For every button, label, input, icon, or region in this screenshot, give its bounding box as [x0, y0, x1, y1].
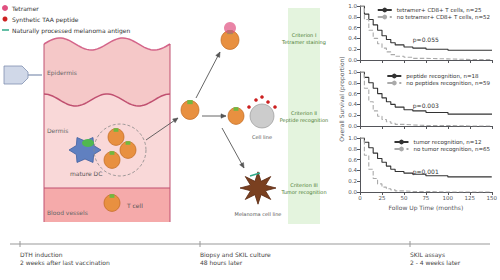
- svg-text:0.2: 0.2: [348, 46, 357, 52]
- svg-text:Criterion II: Criterion II: [291, 110, 317, 116]
- svg-text:SKIL assays: SKIL assays: [410, 251, 445, 259]
- svg-text:Synthetic TAA peptide: Synthetic TAA peptide: [12, 16, 79, 24]
- svg-text:mature DC: mature DC: [70, 170, 102, 177]
- svg-text:0.0: 0.0: [348, 189, 357, 195]
- svg-text:p=0.055: p=0.055: [413, 36, 439, 44]
- svg-text:0.8: 0.8: [348, 80, 357, 86]
- svg-text:Peptide recognition: Peptide recognition: [280, 117, 328, 124]
- svg-text:1.0: 1.0: [348, 69, 357, 75]
- svg-text:Overall Survival (proportion): Overall Survival (proportion): [338, 56, 346, 141]
- svg-text:Criterion I: Criterion I: [292, 32, 317, 38]
- svg-text:no tetramer+ CD8+ T cells, n=5: no tetramer+ CD8+ T cells, n=52: [397, 14, 490, 20]
- svg-text:T cell: T cell: [126, 202, 143, 209]
- svg-text:p=0.001: p=0.001: [413, 168, 439, 176]
- svg-text:Naturally processed melanoma a: Naturally processed melanoma antigen: [12, 27, 131, 35]
- svg-text:DTH induction: DTH induction: [20, 251, 63, 258]
- svg-text:0: 0: [358, 195, 362, 201]
- svg-text:Criterion III: Criterion III: [290, 182, 318, 188]
- svg-text:Melanoma cell line: Melanoma cell line: [235, 211, 282, 217]
- svg-text:no peptides recognition, n=59: no peptides recognition, n=59: [406, 80, 490, 87]
- svg-text:25: 25: [378, 195, 385, 201]
- svg-text:0.4: 0.4: [348, 167, 357, 173]
- svg-text:0.2: 0.2: [348, 178, 357, 184]
- svg-text:no tumor recognition, n=65: no tumor recognition, n=65: [413, 146, 490, 153]
- svg-text:0.6: 0.6: [348, 91, 357, 97]
- svg-text:0.4: 0.4: [348, 101, 357, 107]
- svg-text:tetramer+ CD8+ T cells, n=25: tetramer+ CD8+ T cells, n=25: [397, 7, 482, 13]
- svg-text:0.4: 0.4: [348, 35, 357, 41]
- svg-text:0.0: 0.0: [348, 57, 357, 63]
- svg-text:2 weeks after last vaccination: 2 weeks after last vaccination: [20, 259, 110, 266]
- svg-text:Tetramer: Tetramer: [11, 5, 39, 12]
- svg-text:1.0: 1.0: [348, 135, 357, 141]
- svg-text:1.0: 1.0: [348, 3, 357, 9]
- svg-text:Dermis: Dermis: [47, 127, 68, 134]
- svg-text:p=0.003: p=0.003: [413, 102, 439, 110]
- svg-text:48 hours later: 48 hours later: [200, 259, 243, 266]
- svg-text:0.6: 0.6: [348, 25, 357, 31]
- svg-text:0.8: 0.8: [348, 14, 357, 20]
- svg-text:125: 125: [465, 195, 476, 201]
- svg-text:2 - 4 weeks later: 2 - 4 weeks later: [410, 259, 461, 266]
- svg-text:0.2: 0.2: [348, 112, 357, 118]
- svg-text:0.0: 0.0: [348, 123, 357, 129]
- svg-text:Epidermis: Epidermis: [47, 69, 77, 77]
- svg-text:Blood vessels: Blood vessels: [47, 209, 88, 216]
- svg-text:Cell line: Cell line: [252, 134, 272, 140]
- svg-text:Tetramer staining: Tetramer staining: [281, 39, 326, 46]
- svg-text:75: 75: [422, 195, 429, 201]
- svg-text:100: 100: [443, 195, 454, 201]
- svg-text:0.8: 0.8: [348, 146, 357, 152]
- svg-text:Biopsy and SKIL culture: Biopsy and SKIL culture: [200, 251, 271, 259]
- svg-text:peptide recognition, n=18: peptide recognition, n=18: [406, 73, 479, 80]
- svg-text:tumor recognition, n=12: tumor recognition, n=12: [413, 139, 481, 146]
- svg-text:0.6: 0.6: [348, 157, 357, 163]
- svg-text:Follow Up Time (months): Follow Up Time (months): [389, 204, 464, 212]
- svg-text:50: 50: [400, 195, 407, 201]
- svg-text:150: 150: [487, 195, 498, 201]
- svg-text:Tumor recognition: Tumor recognition: [280, 189, 326, 196]
